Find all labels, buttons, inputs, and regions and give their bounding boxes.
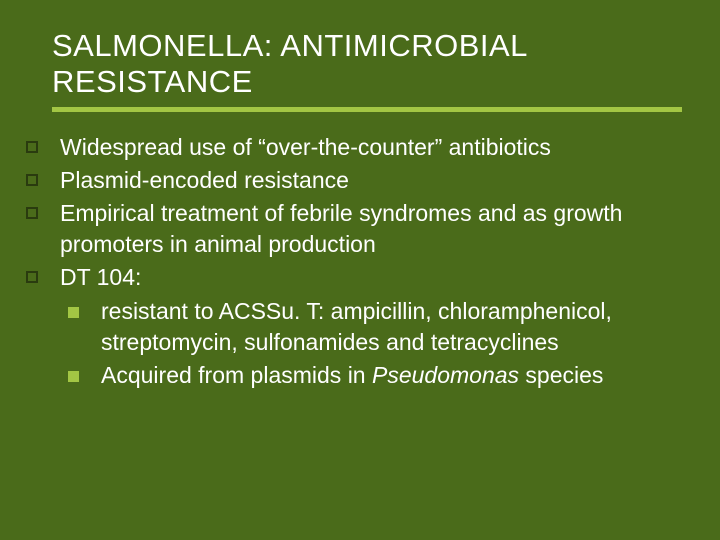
sub-bullet-italic: Pseudomonas: [372, 362, 519, 388]
content-area: Widespread use of “over-the-counter” ant…: [20, 132, 692, 390]
bullet-item: Empirical treatment of febrile syndromes…: [20, 198, 692, 260]
bullet-item: DT 104:: [20, 262, 692, 293]
slide-title: SALMONELLA: ANTIMICROBIAL RESISTANCE: [52, 28, 692, 99]
square-outline-bullet-icon: [26, 207, 38, 219]
title-underline: [52, 107, 682, 112]
bullet-text: DT 104:: [60, 262, 692, 293]
square-filled-bullet-icon: [68, 307, 79, 318]
sub-bullet-suffix: species: [519, 362, 603, 388]
square-outline-bullet-icon: [26, 174, 38, 186]
sub-bullet-text: Acquired from plasmids in Pseudomonas sp…: [101, 360, 692, 391]
bullet-text: Plasmid-encoded resistance: [60, 165, 692, 196]
bullet-text: Widespread use of “over-the-counter” ant…: [60, 132, 692, 163]
sub-bullet-item: Acquired from plasmids in Pseudomonas sp…: [68, 360, 692, 391]
square-filled-bullet-icon: [68, 371, 79, 382]
sub-bullet-text: resistant to ACSSu. T: ampicillin, chlor…: [101, 296, 692, 358]
bullet-text: Empirical treatment of febrile syndromes…: [60, 198, 692, 260]
bullet-item: Plasmid-encoded resistance: [20, 165, 692, 196]
sub-bullet-prefix: Acquired from plasmids in: [101, 362, 372, 388]
slide-container: SALMONELLA: ANTIMICROBIAL RESISTANCE Wid…: [0, 0, 720, 540]
sub-bullet-item: resistant to ACSSu. T: ampicillin, chlor…: [68, 296, 692, 358]
square-outline-bullet-icon: [26, 271, 38, 283]
square-outline-bullet-icon: [26, 141, 38, 153]
bullet-item: Widespread use of “over-the-counter” ant…: [20, 132, 692, 163]
